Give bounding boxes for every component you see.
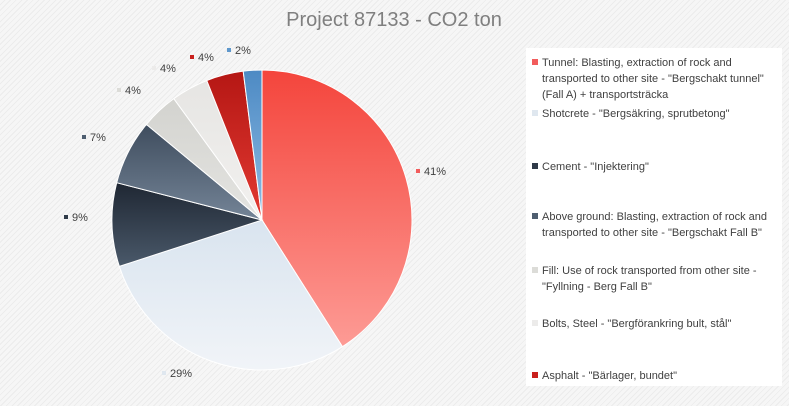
legend-swatch — [532, 267, 538, 273]
chart-title: Project 87133 - CO2 ton — [286, 9, 502, 31]
legend-label: Asphalt - "Bärlager, bundet" — [542, 370, 678, 382]
data-label-marker — [152, 66, 156, 70]
data-label-marker — [64, 215, 68, 219]
data-label-marker — [82, 135, 86, 139]
pie-slice — [118, 219, 344, 371]
legend-swatch — [532, 163, 538, 169]
legend-label: Fill: Use of rock transported from other… — [542, 265, 757, 293]
data-label-marker — [117, 88, 121, 92]
legend-swatch — [532, 372, 538, 378]
legend-swatch — [532, 213, 538, 219]
data-label: 9% — [72, 212, 88, 224]
data-label: 2% — [235, 45, 251, 57]
data-label: 4% — [125, 85, 141, 97]
legend-swatch — [532, 320, 538, 326]
pie-slice — [261, 69, 413, 348]
legend-label: Cement - "Injektering" — [542, 161, 649, 173]
data-label: 7% — [90, 132, 106, 144]
data-label: 4% — [160, 63, 176, 75]
data-label-marker — [162, 371, 166, 375]
legend-label: Above ground: Blasting, extraction of ro… — [542, 211, 768, 239]
data-label: 41% — [424, 166, 446, 178]
legend-swatch — [532, 110, 538, 116]
data-label-marker — [416, 169, 420, 173]
data-label-marker — [190, 55, 194, 59]
data-label-marker — [227, 48, 231, 52]
chart-legend: Tunnel: Blasting, extraction of rock and… — [526, 48, 782, 386]
legend-label: Tunnel: Blasting, extraction of rock and… — [542, 57, 764, 101]
pie-slice — [242, 69, 263, 221]
legend-swatch — [532, 59, 538, 65]
legend-label: Bolts, Steel - "Bergförankring bult, stå… — [542, 318, 732, 330]
pie-slice — [111, 182, 264, 267]
data-label: 29% — [170, 368, 192, 380]
legend-label: Shotcrete - "Bergsäkring, sprutbetong" — [542, 108, 730, 120]
data-label: 4% — [198, 52, 214, 64]
